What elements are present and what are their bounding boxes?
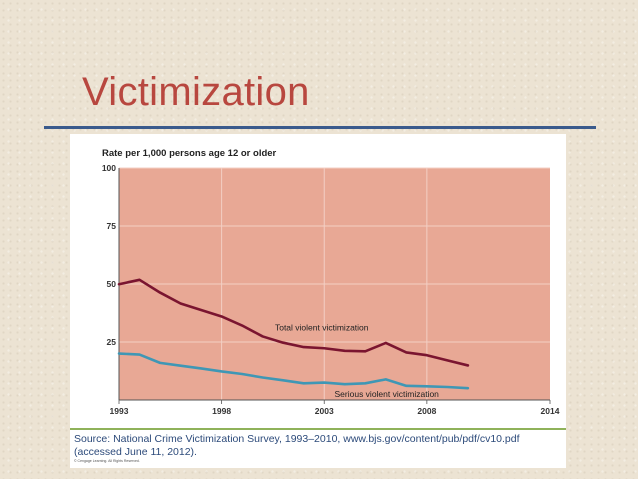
x-tick-label: 1998 — [212, 406, 231, 416]
chart: 25 50 75 100 1993 1998 2003 2008 2014 Total viole… — [102, 148, 560, 416]
data-point — [384, 378, 387, 381]
data-point — [241, 373, 244, 375]
data-point — [261, 376, 264, 379]
data-point — [159, 361, 161, 364]
data-point — [220, 370, 223, 373]
data-point — [241, 324, 244, 327]
data-point — [261, 335, 264, 338]
x-tick-label: 2008 — [417, 406, 436, 416]
data-point — [384, 342, 387, 344]
data-point — [323, 381, 326, 384]
data-point — [425, 354, 428, 357]
source-box: Source: National Crime Victimization Sur… — [70, 428, 566, 468]
data-point — [282, 379, 285, 382]
slide-title: Victimization — [82, 70, 310, 114]
x-tick-label: 1993 — [110, 406, 129, 416]
data-point — [118, 352, 120, 355]
y-tick-label: 25 — [107, 337, 117, 347]
data-point — [179, 302, 182, 305]
data-point — [179, 364, 182, 367]
data-point — [425, 385, 428, 388]
data-point — [138, 353, 141, 356]
data-point — [467, 364, 469, 367]
grid — [119, 167, 550, 400]
source-note: Source: National Crime Victimization Sur… — [74, 433, 520, 458]
y-tick-label: 50 — [107, 279, 117, 289]
title-divider — [44, 126, 596, 129]
data-point — [282, 341, 285, 344]
data-point — [159, 291, 161, 294]
data-point — [364, 350, 367, 353]
chart-figure: 25 50 75 100 1993 1998 2003 2008 2014 Total viole… — [70, 134, 566, 468]
data-point — [343, 383, 346, 386]
serious-violent-line — [117, 352, 470, 390]
data-point — [200, 367, 202, 370]
y-tick-label: 100 — [102, 163, 116, 173]
data-point — [323, 347, 326, 350]
total-violent-label: Total violent victimization — [275, 322, 369, 332]
x-tick-label: 2014 — [541, 406, 560, 416]
copyright-note: © Cengage Learning. All Rights Reserved. — [74, 459, 140, 463]
data-point — [405, 351, 408, 354]
data-point — [446, 386, 449, 388]
labels: 25 50 75 100 1993 1998 2003 2008 2014 Total viole… — [102, 163, 560, 416]
data-point — [446, 359, 449, 362]
data-point — [302, 346, 305, 349]
data-point — [302, 382, 305, 385]
data-point — [118, 283, 120, 286]
chart-title: Rate per 1,000 persons age 12 or older — [102, 148, 277, 159]
series — [117, 278, 470, 390]
data-point — [220, 315, 223, 318]
serious-violent-label: Serious violent victimization — [335, 389, 440, 399]
data-point — [405, 384, 408, 387]
total-violent-line — [117, 278, 470, 367]
data-point — [138, 278, 141, 281]
y-tick-label: 75 — [107, 221, 117, 231]
data-point — [364, 382, 367, 385]
data-point — [200, 309, 202, 311]
x-tick-label: 2003 — [315, 406, 334, 416]
data-point — [467, 387, 469, 390]
data-point — [343, 349, 346, 352]
